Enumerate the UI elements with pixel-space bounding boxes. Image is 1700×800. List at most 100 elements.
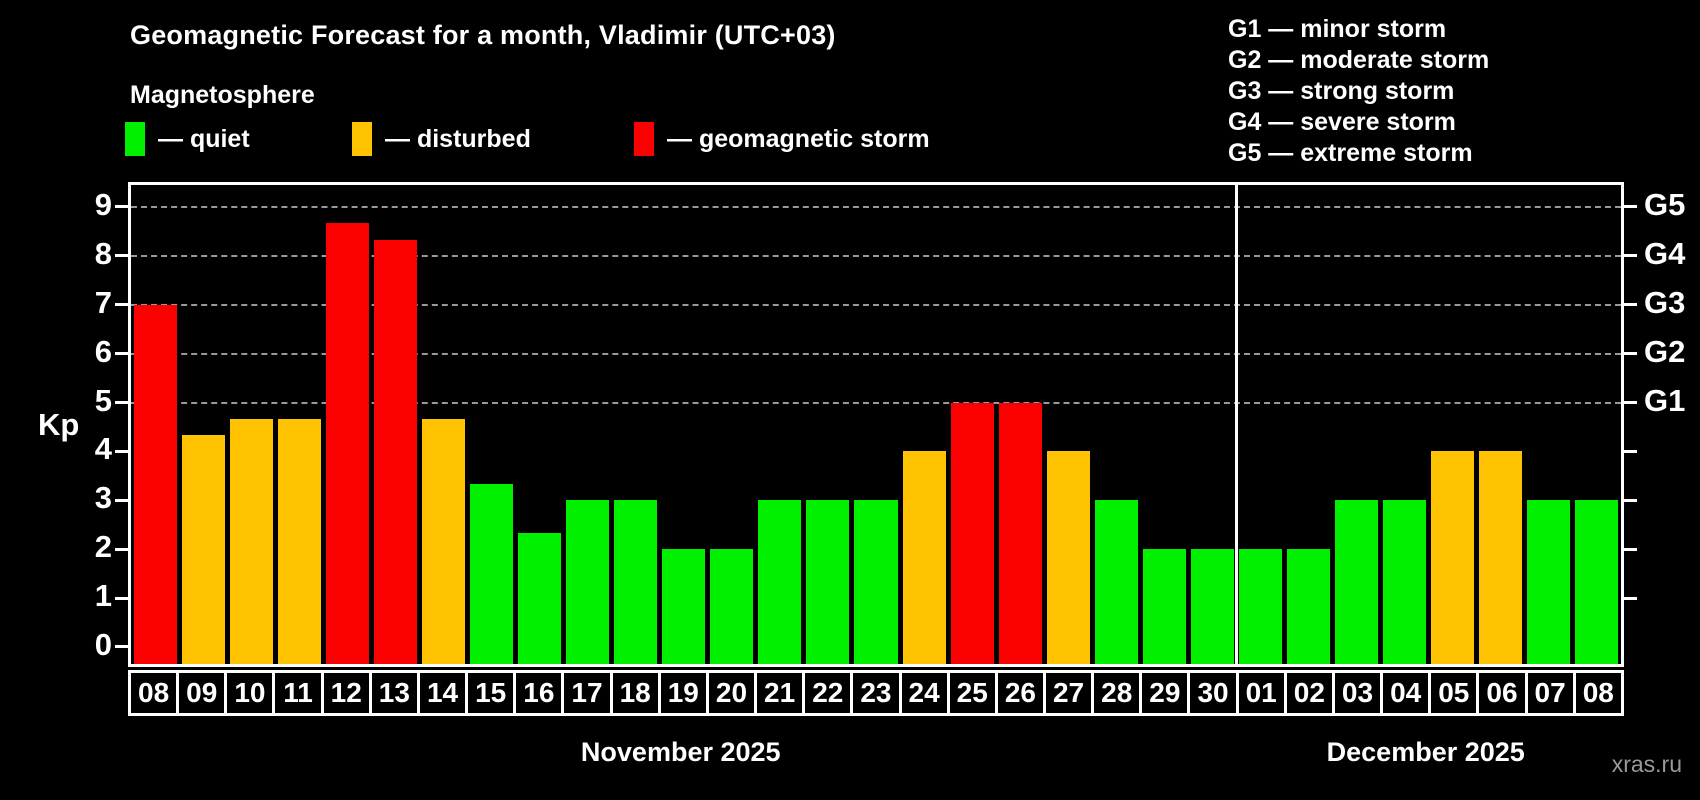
day-label-17: 17 bbox=[561, 670, 613, 716]
kp-bar-day-03 bbox=[1335, 500, 1379, 664]
storm-color-swatch bbox=[634, 122, 654, 156]
day-label-19: 19 bbox=[657, 670, 709, 716]
day-label-02: 02 bbox=[1283, 670, 1335, 716]
g-scale-label-g3: G3 bbox=[1644, 284, 1686, 320]
gridline-kp9 bbox=[131, 205, 1621, 208]
day-label-24: 24 bbox=[898, 670, 950, 716]
day-label-11: 11 bbox=[272, 670, 324, 716]
day-label-26: 26 bbox=[994, 670, 1046, 716]
kp-bar-day-27 bbox=[1046, 451, 1090, 664]
right-tick-g3 bbox=[1624, 303, 1637, 307]
watermark-xras: xras.ru bbox=[1611, 751, 1682, 777]
kp-bar-day-05 bbox=[1431, 451, 1475, 664]
day-label-08: 08 bbox=[1572, 670, 1624, 716]
day-label-21: 21 bbox=[754, 670, 806, 716]
day-label-14: 14 bbox=[416, 670, 469, 716]
kp-tick-label-3: 3 bbox=[94, 480, 112, 516]
right-minor-tick-kp3 bbox=[1624, 498, 1637, 502]
kp-tick-6 bbox=[115, 352, 128, 356]
legend-label-disturbed: — disturbed bbox=[385, 124, 531, 153]
plot-area bbox=[128, 182, 1624, 667]
kp-tick-label-0: 0 bbox=[94, 626, 112, 662]
gridline-kp8 bbox=[131, 254, 1621, 257]
day-label-20: 20 bbox=[705, 670, 758, 716]
kp-bar-day-10 bbox=[229, 418, 273, 664]
day-label-23: 23 bbox=[850, 670, 902, 716]
kp-bar-day-13 bbox=[373, 239, 417, 664]
legend-item-quiet: — quiet bbox=[125, 121, 250, 157]
kp-tick-label-8: 8 bbox=[94, 235, 112, 271]
kp-bar-day-24 bbox=[902, 451, 946, 664]
storm-scale-line-g4: G4 — severe storm bbox=[1228, 108, 1456, 136]
quiet-color-swatch bbox=[125, 122, 145, 156]
month-separator-line bbox=[1234, 185, 1238, 664]
g-scale-label-g4: G4 bbox=[1644, 235, 1686, 271]
page-title: Geomagnetic Forecast for a month, Vladim… bbox=[130, 20, 836, 50]
kp-tick-label-2: 2 bbox=[94, 529, 112, 565]
day-label-25: 25 bbox=[946, 670, 998, 716]
kp-tick-label-5: 5 bbox=[94, 382, 112, 418]
kp-bar-day-04 bbox=[1383, 500, 1427, 664]
kp-tick-label-7: 7 bbox=[94, 284, 112, 320]
kp-bar-day-06 bbox=[1479, 451, 1523, 664]
day-label-30: 30 bbox=[1187, 670, 1239, 716]
kp-bar-day-19 bbox=[662, 549, 706, 664]
kp-bar-day-25 bbox=[950, 402, 994, 664]
kp-bar-day-01 bbox=[1238, 549, 1283, 664]
right-tick-g2 bbox=[1624, 352, 1637, 356]
kp-tick-label-1: 1 bbox=[94, 578, 112, 613]
kp-tick-0 bbox=[115, 645, 128, 649]
right-tick-g5 bbox=[1624, 205, 1637, 209]
month-label-2: December 2025 bbox=[1326, 737, 1525, 767]
kp-bar-day-16 bbox=[518, 533, 562, 664]
day-label-18: 18 bbox=[609, 670, 661, 716]
right-minor-tick-kp4 bbox=[1624, 449, 1637, 453]
day-label-06: 06 bbox=[1476, 670, 1528, 716]
day-label-28: 28 bbox=[1091, 670, 1143, 716]
right-minor-tick-kp1 bbox=[1624, 596, 1637, 600]
kp-tick-8 bbox=[115, 254, 128, 258]
kp-tick-1 bbox=[115, 596, 128, 600]
day-label-01: 01 bbox=[1235, 670, 1287, 716]
storm-scale-line-g3: G3 — strong storm bbox=[1228, 77, 1455, 105]
subtitle-magnetosphere: Magnetosphere bbox=[130, 81, 315, 109]
g-scale-label-g2: G2 bbox=[1644, 333, 1686, 369]
kp-tick-3 bbox=[115, 498, 128, 502]
day-label-09: 09 bbox=[176, 670, 228, 716]
day-label-29: 29 bbox=[1139, 670, 1191, 716]
g-scale-label-g5: G5 bbox=[1644, 186, 1686, 222]
day-label-08: 08 bbox=[128, 670, 180, 716]
kp-bar-day-17 bbox=[566, 500, 610, 664]
gridline-kp5 bbox=[131, 401, 1621, 404]
storm-scale-line-g1: G1 — minor storm bbox=[1228, 15, 1447, 43]
day-label-15: 15 bbox=[465, 670, 517, 716]
day-label-12: 12 bbox=[320, 670, 372, 716]
right-tick-g1 bbox=[1624, 401, 1637, 404]
kp-bar-day-09 bbox=[181, 435, 225, 664]
g-scale-label-g1: G1 bbox=[1644, 382, 1686, 418]
legend-label-storm: — geomagnetic storm bbox=[667, 124, 930, 153]
day-label-10: 10 bbox=[224, 670, 276, 716]
day-label-07: 07 bbox=[1524, 670, 1576, 716]
kp-bar-day-22 bbox=[806, 500, 850, 664]
kp-bar-day-30 bbox=[1190, 549, 1234, 664]
kp-bar-day-07 bbox=[1527, 500, 1571, 664]
gridline-kp7 bbox=[131, 303, 1621, 306]
day-label-03: 03 bbox=[1331, 670, 1384, 716]
legend-item-storm: — geomagnetic storm bbox=[634, 121, 930, 157]
storm-scale-legend: G1 — minor storm G2 — moderate storm G3 — … bbox=[1228, 14, 1489, 169]
kp-bar-day-26 bbox=[998, 402, 1042, 664]
day-label-22: 22 bbox=[802, 670, 854, 716]
kp-tick-label-6: 6 bbox=[94, 333, 112, 369]
storm-scale-line-g5: G5 — extreme storm bbox=[1228, 139, 1473, 167]
day-label-05: 05 bbox=[1428, 670, 1480, 716]
disturbed-color-swatch bbox=[352, 122, 372, 156]
kp-tick-label-4: 4 bbox=[94, 431, 112, 467]
kp-bar-day-12 bbox=[325, 223, 369, 664]
legend-item-disturbed: — disturbed bbox=[352, 121, 531, 157]
storm-scale-line-g2: G2 — moderate storm bbox=[1228, 46, 1490, 74]
day-label-27: 27 bbox=[1042, 670, 1095, 716]
legend-label-quiet: — quiet bbox=[158, 124, 250, 153]
right-minor-tick-kp2 bbox=[1624, 547, 1637, 551]
